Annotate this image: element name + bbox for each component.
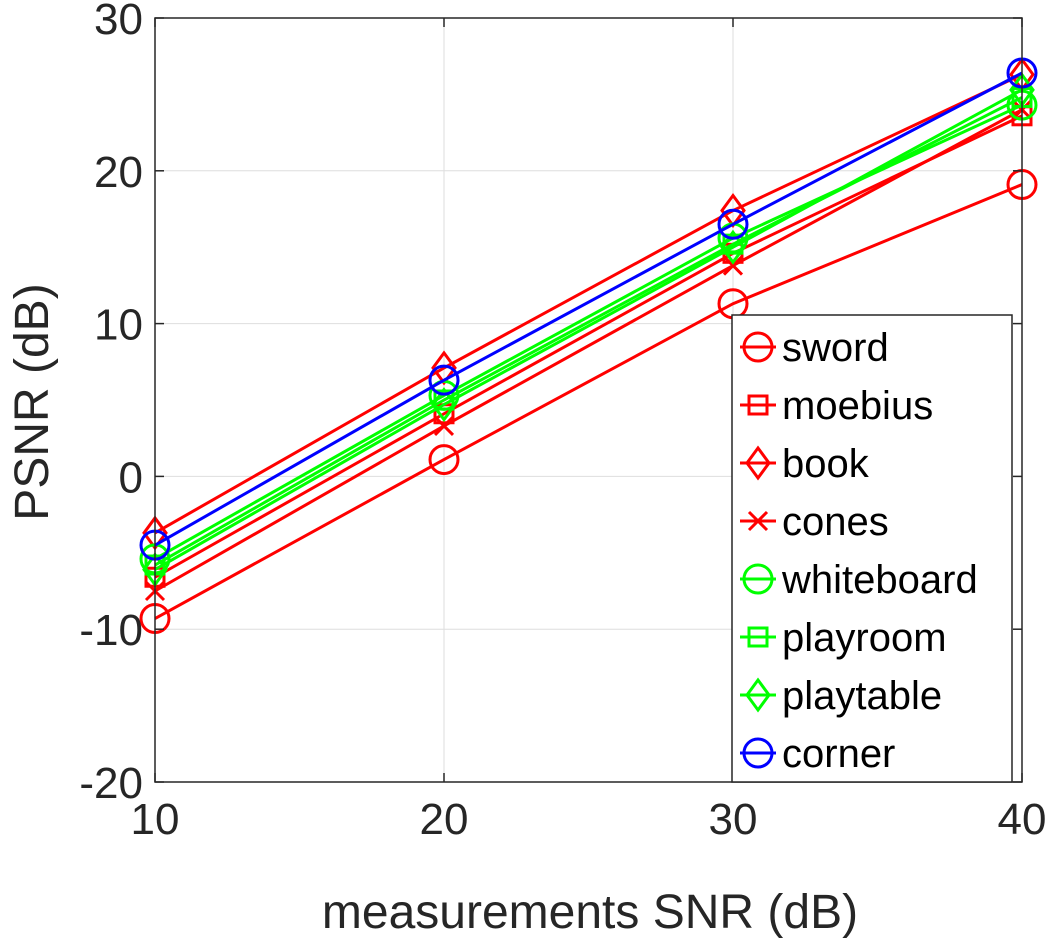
series-line-playtable	[154, 88, 1023, 571]
legend-item-moebius: moebius	[740, 384, 933, 428]
legend-item-book: book	[740, 442, 870, 486]
data-point-sword	[428, 444, 460, 476]
y-tick-label: 30	[94, 0, 143, 44]
legend-label: corner	[782, 732, 895, 776]
legend-item-sword: sword	[740, 326, 889, 370]
legend-label: whiteboard	[781, 558, 978, 602]
legend-item-cones: cones	[740, 500, 889, 544]
legend-label: playroom	[782, 616, 947, 660]
y-tick-label: 20	[94, 148, 143, 197]
x-axis-label: measurements SNR (dB)	[322, 886, 858, 939]
x-tick-label: 40	[998, 795, 1047, 844]
data-point-corner	[717, 208, 749, 240]
legend-marker	[745, 445, 771, 481]
legend-label: moebius	[782, 384, 933, 428]
series-line-corner	[154, 71, 1023, 547]
legend-label: sword	[782, 326, 889, 370]
series-line-playroom	[154, 96, 1023, 567]
legend: sword moebius book cones whiteboard playroom p…	[731, 314, 1013, 783]
legend-marker	[745, 677, 771, 713]
y-tick-label: -10	[79, 606, 143, 655]
data-point-cones	[722, 255, 744, 276]
legend-marker	[747, 626, 769, 648]
legend-marker	[742, 563, 774, 595]
series-line-sword	[154, 183, 1023, 620]
series-sword	[139, 169, 1038, 635]
plot-frame	[154, 17, 1023, 783]
legend-marker	[742, 737, 774, 769]
legend-item-playroom: playroom	[740, 616, 947, 660]
tick-labels: 10 20 30 40 -20 -10 0 10 20 30	[79, 0, 1046, 844]
legend-box	[731, 314, 1013, 783]
legend-marker	[742, 331, 774, 363]
data-point-playtable	[720, 229, 746, 265]
legend-item-corner: corner	[740, 732, 895, 776]
data-point-corner	[428, 364, 460, 396]
y-tick-label: 0	[119, 453, 143, 502]
y-axis-label: PSNR (dB)	[6, 283, 59, 520]
legend-label: book	[782, 442, 870, 486]
legend-label: cones	[782, 500, 889, 544]
x-tick-label: 30	[709, 795, 758, 844]
data-point-cones	[433, 415, 455, 437]
y-tick-label: -20	[79, 759, 143, 808]
legend-marker	[747, 394, 769, 416]
x-tick-label: 20	[420, 795, 469, 844]
y-tick-label: 10	[94, 301, 143, 350]
legend-marker	[747, 510, 769, 532]
series-line-cones	[154, 108, 1023, 593]
series-line-book	[154, 73, 1023, 535]
legend-label: playtable	[782, 674, 942, 718]
x-tick-label: 10	[131, 795, 180, 844]
legend-item-playtable: playtable	[740, 674, 942, 718]
data-point-playtable	[431, 387, 457, 423]
series-line-moebius	[154, 114, 1023, 579]
axes	[154, 17, 1023, 783]
legend-item-whiteboard: whiteboard	[740, 558, 978, 602]
